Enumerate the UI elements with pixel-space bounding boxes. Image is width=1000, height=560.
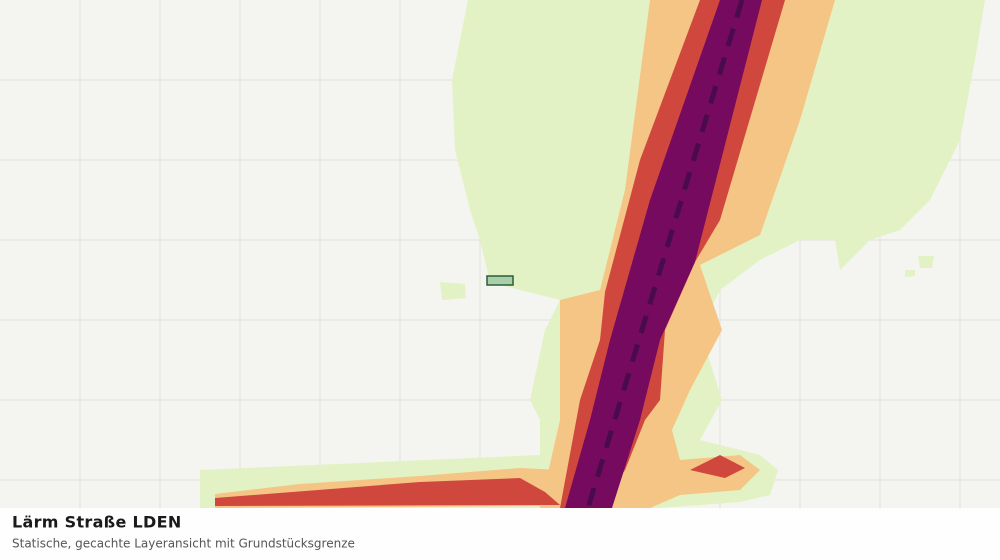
layer-subtitle: Statische, gecachte Layeransicht mit Gru… <box>12 537 355 551</box>
noise-zone-very-high <box>565 0 762 508</box>
noise-zone-low <box>905 270 915 277</box>
parcel-boundary <box>486 275 514 286</box>
caption-panel <box>0 508 1000 560</box>
noise-zone-high <box>690 455 745 478</box>
noise-zone-low <box>440 282 466 300</box>
layer-title: Lärm Straße LDEN <box>12 513 182 532</box>
noise-zone-high <box>215 478 560 506</box>
noise-zone-low <box>918 256 934 268</box>
